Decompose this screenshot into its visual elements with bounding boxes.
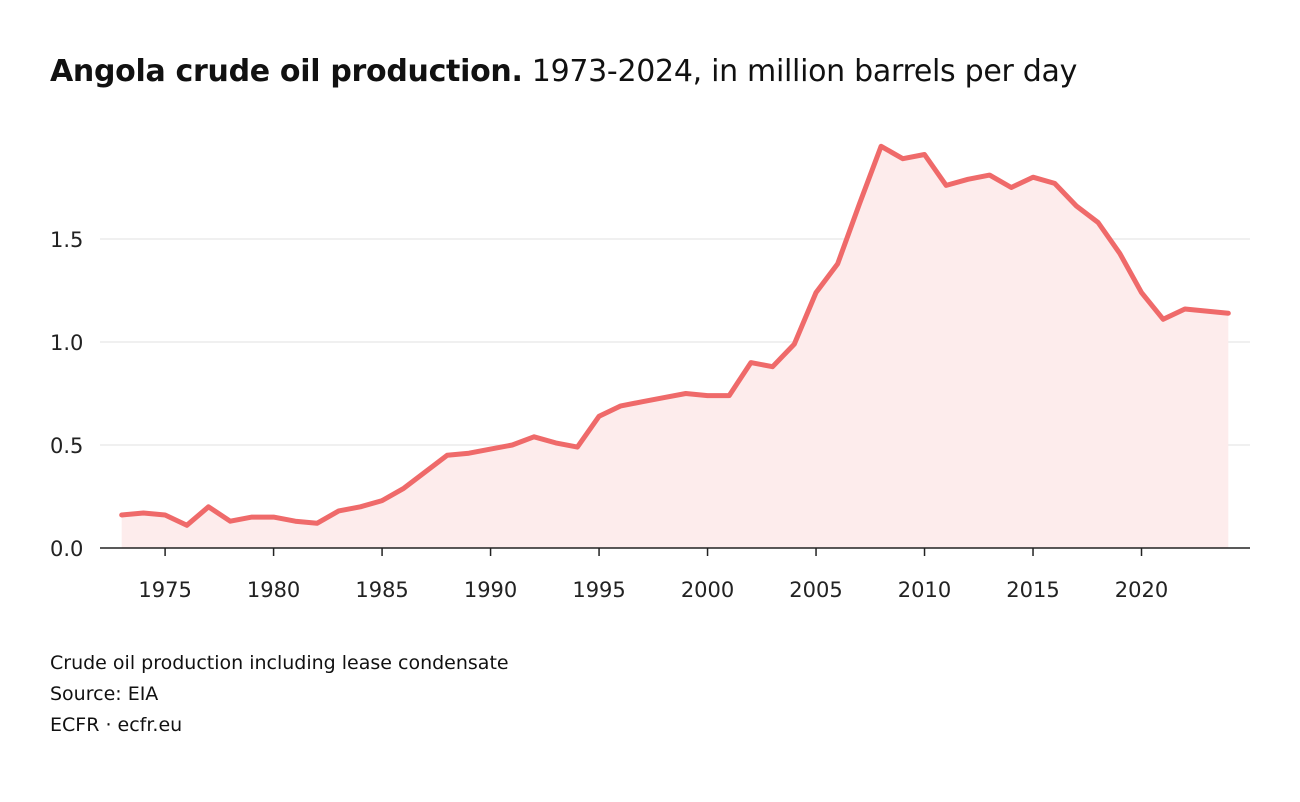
data-point	[705, 393, 710, 398]
chart-footer: Crude oil production including lease con…	[50, 648, 509, 741]
production-line	[119, 143, 1231, 528]
data-point	[1031, 175, 1036, 180]
data-point	[835, 261, 840, 266]
data-point	[358, 504, 363, 509]
data-point	[510, 443, 515, 448]
data-point	[163, 513, 168, 518]
data-point	[1161, 317, 1166, 322]
data-point	[466, 451, 471, 456]
y-tick-label: 0.5	[50, 434, 83, 458]
x-axis-ticks: 1975 1980 1985 1990 1995 2000 2005 2010 2015 2020	[138, 548, 1168, 602]
data-point	[814, 290, 819, 295]
data-point	[1182, 307, 1187, 312]
data-point	[922, 152, 927, 157]
data-point	[423, 469, 428, 474]
footnote: Crude oil production including lease con…	[50, 652, 509, 674]
data-point	[119, 513, 124, 518]
y-tick-label: 0.0	[50, 537, 83, 561]
chart-title: Angola crude oil production. 1973-2024, …	[50, 54, 1077, 89]
x-tick-label: 2020	[1115, 578, 1168, 602]
data-point	[1139, 290, 1144, 295]
data-point	[618, 403, 623, 408]
data-point	[531, 434, 536, 439]
chart-title-bold: Angola crude oil production.	[50, 54, 523, 89]
data-point	[987, 173, 992, 178]
credit-note: ECFR · ecfr.eu	[50, 714, 183, 736]
data-point	[944, 183, 949, 188]
data-point	[1226, 311, 1231, 316]
x-tick-label: 1995	[572, 578, 625, 602]
data-point	[228, 519, 233, 524]
data-point	[445, 453, 450, 458]
y-axis-ticks: 0.0 0.5 1.0 1.5	[50, 228, 83, 561]
data-point	[662, 395, 667, 400]
data-point	[249, 515, 254, 520]
data-point	[879, 144, 884, 149]
data-point	[184, 523, 189, 528]
data-point	[857, 201, 862, 206]
x-tick-label: 2015	[1006, 578, 1059, 602]
data-point	[401, 486, 406, 491]
data-point	[683, 391, 688, 396]
data-point	[1009, 185, 1014, 190]
data-point	[1096, 220, 1101, 225]
chart-subtitle: 1973-2024, in million barrels per day	[522, 54, 1078, 89]
data-point	[900, 156, 905, 161]
data-point	[314, 521, 319, 526]
data-point	[1052, 181, 1057, 186]
data-point	[380, 498, 385, 503]
data-point	[293, 519, 298, 524]
x-tick-label: 1980	[247, 578, 300, 602]
data-point	[141, 510, 146, 515]
x-tick-label: 1985	[355, 578, 408, 602]
data-point	[1117, 251, 1122, 256]
data-point	[640, 399, 645, 404]
y-tick-label: 1.0	[50, 331, 83, 355]
data-point	[770, 364, 775, 369]
x-tick-label: 2005	[789, 578, 842, 602]
data-point	[597, 414, 602, 419]
data-point	[271, 515, 276, 520]
data-point	[792, 342, 797, 347]
data-point	[727, 393, 732, 398]
data-point	[206, 504, 211, 509]
data-point	[1204, 309, 1209, 314]
data-point	[1074, 204, 1079, 209]
data-point	[575, 445, 580, 450]
data-point	[553, 440, 558, 445]
chart-plot: 1975 1980 1985 1990 1995 2000 2005 2010 2015 2020…	[50, 143, 1250, 602]
data-point	[488, 447, 493, 452]
x-tick-label: 2010	[898, 578, 951, 602]
production-area	[121, 146, 1229, 549]
data-point	[965, 177, 970, 182]
y-tick-label: 1.5	[50, 228, 83, 252]
x-tick-label: 1990	[464, 578, 517, 602]
data-point	[748, 360, 753, 365]
source-note: Source: EIA	[50, 683, 159, 705]
x-tick-label: 2000	[681, 578, 734, 602]
data-point	[336, 508, 341, 513]
x-tick-label: 1975	[138, 578, 191, 602]
